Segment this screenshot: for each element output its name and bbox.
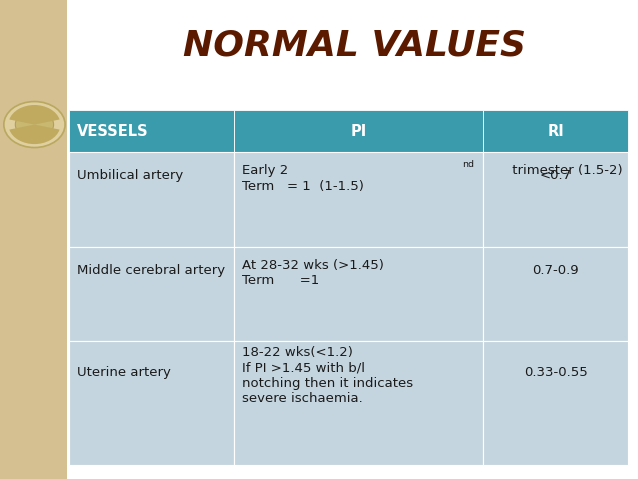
FancyBboxPatch shape: [234, 110, 483, 152]
Wedge shape: [10, 105, 59, 125]
FancyBboxPatch shape: [234, 152, 483, 247]
Text: Middle cerebral artery: Middle cerebral artery: [77, 264, 225, 277]
FancyBboxPatch shape: [69, 341, 234, 465]
Text: 0.7-0.9: 0.7-0.9: [532, 264, 579, 277]
Text: RI: RI: [547, 124, 564, 138]
FancyBboxPatch shape: [0, 0, 67, 479]
Text: PI: PI: [350, 124, 367, 138]
Text: NORMAL VALUES: NORMAL VALUES: [182, 29, 526, 62]
FancyBboxPatch shape: [234, 247, 483, 341]
Wedge shape: [10, 125, 59, 144]
Text: severe ischaemia.: severe ischaemia.: [242, 392, 362, 405]
FancyBboxPatch shape: [483, 341, 628, 465]
Text: Umbilical artery: Umbilical artery: [77, 169, 183, 182]
Text: If PI >1.45 with b/l: If PI >1.45 with b/l: [242, 362, 365, 375]
Text: Early 2: Early 2: [242, 164, 288, 177]
Text: Term      =1: Term =1: [242, 274, 319, 287]
Circle shape: [15, 110, 54, 139]
Text: 0.33-0.55: 0.33-0.55: [524, 365, 588, 378]
Text: At 28-32 wks (>1.45): At 28-32 wks (>1.45): [242, 259, 383, 272]
FancyBboxPatch shape: [483, 247, 628, 341]
FancyBboxPatch shape: [69, 152, 234, 247]
Text: <0.7: <0.7: [540, 169, 572, 182]
FancyBboxPatch shape: [69, 247, 234, 341]
FancyBboxPatch shape: [234, 341, 483, 465]
FancyBboxPatch shape: [483, 110, 628, 152]
Text: 18-22 wks(<1.2): 18-22 wks(<1.2): [242, 346, 353, 359]
Text: notching then it indicates: notching then it indicates: [242, 377, 413, 390]
Text: trimester (1.5-2): trimester (1.5-2): [508, 164, 622, 177]
Text: Term   = 1  (1-1.5): Term = 1 (1-1.5): [242, 180, 364, 193]
FancyBboxPatch shape: [483, 152, 628, 247]
FancyBboxPatch shape: [69, 110, 234, 152]
Text: Uterine artery: Uterine artery: [77, 365, 170, 378]
Text: VESSELS: VESSELS: [77, 124, 148, 138]
Circle shape: [4, 102, 65, 148]
Text: nd: nd: [463, 160, 474, 170]
